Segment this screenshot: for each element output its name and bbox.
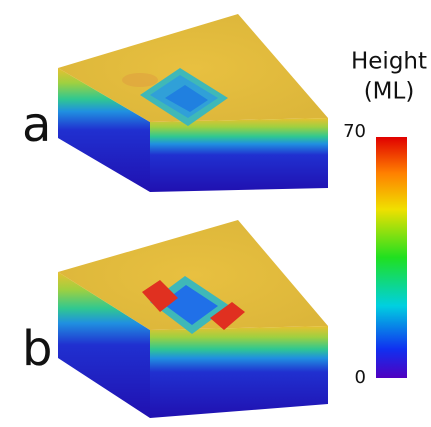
colorbar-title: Height (351, 49, 427, 75)
panel-label: a (22, 97, 51, 153)
slab-b (58, 220, 328, 418)
figure: a b Height (ML) 70 0 (0, 0, 431, 427)
colorbar (376, 137, 407, 378)
panel-label: b (22, 321, 52, 377)
colorbar-min-label: 0 (355, 367, 366, 388)
colorbar-title: (ML) (364, 79, 415, 105)
slab-a (58, 14, 328, 192)
colorbar-max-label: 70 (343, 121, 366, 142)
